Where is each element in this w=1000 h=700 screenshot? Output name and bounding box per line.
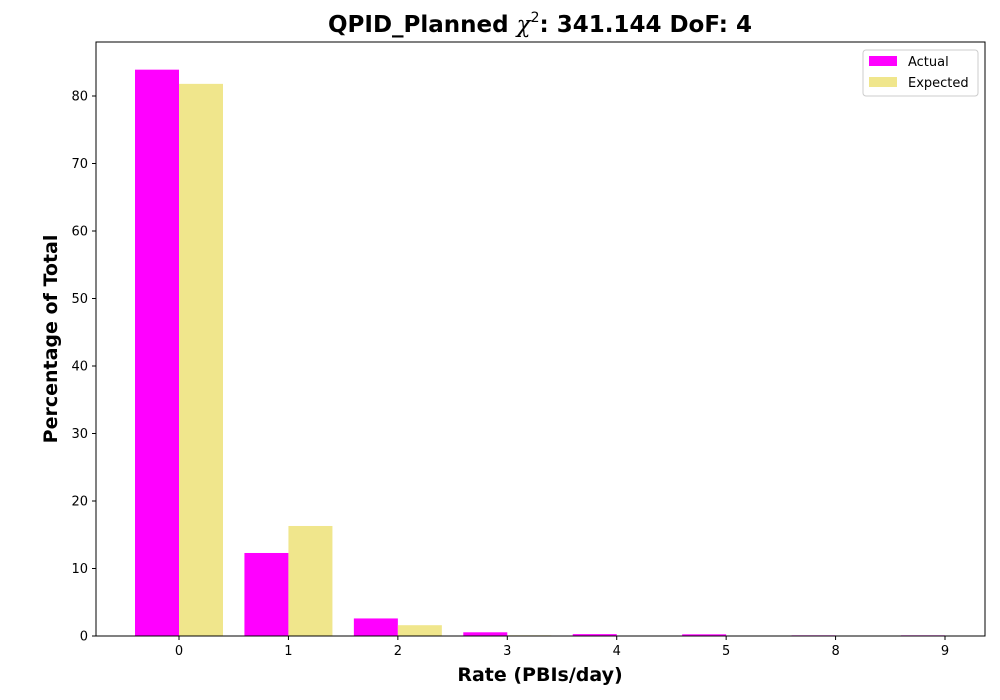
title-suffix: : 341.144 DoF: 4	[539, 12, 752, 38]
y-tick-label: 70	[71, 157, 88, 172]
y-tick-label: 60	[71, 225, 88, 240]
y-axis-label: Percentage of Total	[40, 235, 62, 444]
y-tick-label: 30	[71, 427, 88, 442]
x-tick-label: 0	[175, 644, 183, 659]
legend-swatch-actual	[869, 56, 897, 66]
title-prefix: QPID_Planned	[328, 12, 517, 38]
y-tick-label: 80	[71, 90, 88, 105]
x-tick-label: 3	[503, 644, 511, 659]
legend-label-expected: Expected	[908, 76, 969, 91]
bar-expected-0	[179, 83, 223, 637]
y-tick-label: 20	[71, 495, 88, 510]
legend: Actual Expected	[862, 49, 979, 97]
y-tick-label: 0	[80, 630, 88, 645]
y-tick-label: 10	[71, 562, 88, 577]
bar-actual-0	[135, 69, 179, 637]
bar-actual-3	[463, 632, 508, 636]
x-tick-label: 1	[284, 644, 292, 659]
bar-actual-2	[353, 618, 398, 636]
y-axis-ticks: 0 10 20 30 40 50 60 70 80	[71, 90, 96, 645]
bar-actual-5	[682, 634, 727, 636]
x-axis-label: Rate (PBIs/day)	[457, 664, 622, 686]
x-tick-label: 2	[394, 644, 402, 659]
legend-label-actual: Actual	[908, 55, 949, 70]
x-tick-label: 4	[613, 644, 621, 659]
y-tick-label: 40	[71, 360, 88, 375]
bar-actual-1	[244, 552, 289, 636]
bar-expected-2	[397, 625, 442, 636]
bars-layer	[135, 69, 946, 637]
title-superscript: 2	[531, 10, 540, 26]
x-tick-label: 8	[831, 644, 839, 659]
y-tick-label: 50	[71, 292, 88, 307]
legend-swatch-expected	[869, 77, 897, 87]
bar-actual-4	[572, 634, 617, 636]
x-tick-label: 9	[941, 644, 949, 659]
chart-title: QPID_Planned χ2: 341.144 DoF: 4	[328, 10, 752, 38]
plot-area-frame	[95, 41, 986, 637]
bar-expected-1	[288, 525, 333, 636]
x-tick-label: 5	[722, 644, 730, 659]
x-axis-ticks: 0 1 2 3 4 5 8 9	[175, 636, 949, 659]
title-chi-symbol: χ	[515, 12, 533, 38]
